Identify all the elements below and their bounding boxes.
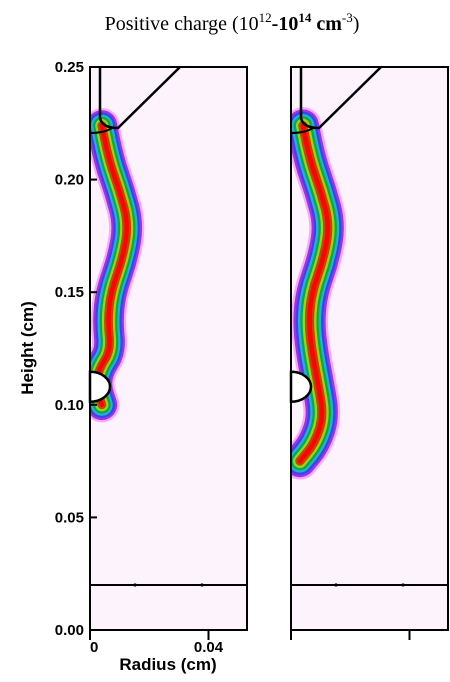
y-tick-label: 0.15 bbox=[55, 284, 84, 301]
y-tick-label: 0.00 bbox=[55, 622, 84, 639]
panel-right-streamer bbox=[291, 107, 347, 480]
sphere-electrode bbox=[88, 370, 112, 404]
needle-electrode bbox=[299, 66, 382, 130]
needle-tip-outline bbox=[290, 127, 314, 134]
panel-right-electrodes bbox=[289, 66, 448, 587]
panel-left bbox=[88, 66, 248, 631]
y-tick-label: 0.25 bbox=[55, 59, 84, 76]
sphere-electrode bbox=[289, 370, 313, 404]
ground-marker bbox=[133, 583, 137, 587]
x-tick-label: 0 bbox=[90, 639, 98, 656]
ground-marker bbox=[334, 583, 338, 587]
y-tick-label: 0.10 bbox=[55, 397, 84, 414]
title-prefix: Positive charge (10 bbox=[105, 13, 259, 35]
ground-marker bbox=[200, 583, 204, 587]
panel-left-streamer bbox=[90, 108, 145, 423]
title-exponent-2: 14 bbox=[298, 10, 312, 25]
y-axis-ticks: 0.00 0.05 0.10 0.15 0.20 0.25 bbox=[55, 59, 97, 639]
x-axis-ticks-right bbox=[290, 630, 411, 640]
title-unit: cm bbox=[311, 13, 342, 35]
panel-right-frame bbox=[290, 66, 449, 631]
y-tick-label: 0.20 bbox=[55, 172, 84, 189]
panel-left-electrodes bbox=[88, 66, 247, 587]
panel-right bbox=[289, 66, 449, 631]
x-tick-label: 0.04 bbox=[194, 639, 224, 656]
title-exponent-3: -3 bbox=[342, 10, 353, 25]
needle-tip-outline bbox=[89, 127, 113, 134]
x-axis-label: Radius (cm) bbox=[119, 655, 216, 674]
x-axis-ticks: 0 0.04 bbox=[89, 630, 224, 656]
title-suffix: ) bbox=[353, 13, 360, 35]
needle-electrode bbox=[98, 66, 181, 130]
streamer-band-8 bbox=[94, 123, 129, 407]
streamer-band-8 bbox=[297, 123, 331, 464]
title-exponent-1: 12 bbox=[259, 10, 272, 25]
title-middle: -10 bbox=[272, 13, 299, 35]
panel-left-frame bbox=[89, 66, 248, 631]
y-axis-label: Height (cm) bbox=[18, 301, 37, 395]
ground-marker bbox=[401, 583, 405, 587]
chart-title: Positive charge (1012-1014 cm-3) bbox=[105, 10, 360, 35]
y-tick-label: 0.05 bbox=[55, 509, 84, 526]
